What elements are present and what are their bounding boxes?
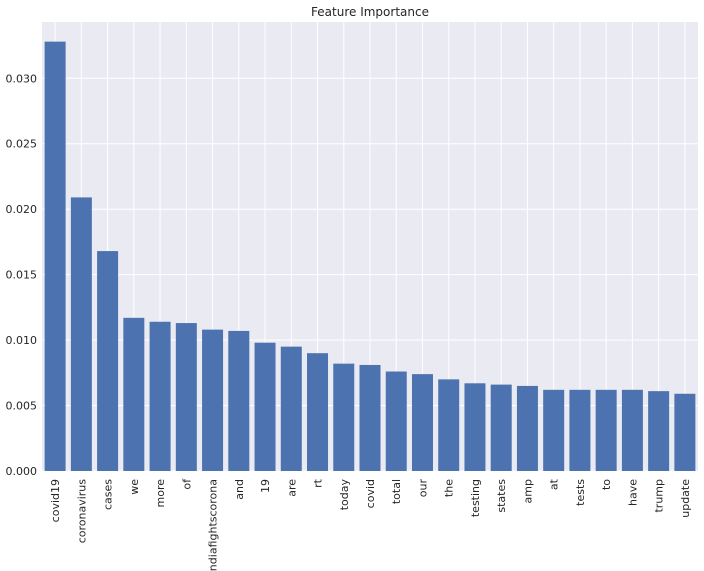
x-tick-label-our: our (416, 479, 429, 498)
x-tick-label-more: more (154, 479, 167, 508)
y-tick-labels: 0.000 0.005 0.010 0.015 0.020 0.025 0.030 (6, 72, 38, 478)
x-tick-label-indiafightscorona: indiafightscorona (207, 479, 220, 571)
y-tick-label: 0.020 (6, 203, 38, 216)
y-tick-label: 0.025 (6, 138, 38, 151)
bar-today (333, 363, 355, 471)
bar-amp (516, 385, 538, 471)
x-tick-label-amp: amp (521, 479, 534, 503)
x-tick-label-update: update (679, 479, 692, 518)
x-tick-label-tests: tests (574, 479, 587, 506)
bar-the (438, 379, 460, 471)
x-tick-label-and: and (233, 479, 246, 500)
bar-and (228, 330, 250, 471)
bar-cases (97, 251, 119, 471)
bar-we (123, 317, 145, 471)
bar-of (175, 323, 197, 471)
x-tick-label-rt: rt (312, 478, 325, 488)
x-tick-labels: covid19 coronavirus cases we more of indiafigh… (49, 478, 692, 571)
x-tick-label-covid19: covid19 (49, 479, 62, 522)
x-tick-label-cases: cases (102, 479, 115, 510)
y-tick-label: 0.005 (6, 400, 38, 413)
x-tick-label-are: are (285, 479, 298, 497)
y-tick-label: 0.010 (6, 334, 38, 347)
bar-total (385, 371, 407, 471)
bar-more (149, 321, 171, 471)
bar-tests (569, 389, 591, 471)
y-tick-label: 0.000 (6, 465, 38, 478)
x-tick-label-of: of (180, 478, 193, 490)
x-tick-label-trump: trump (653, 479, 666, 513)
bar-states (490, 384, 512, 471)
bar-our (411, 374, 433, 471)
x-tick-label-testing: testing (469, 479, 482, 517)
y-tick-label: 0.015 (6, 269, 38, 282)
bar-covid (359, 364, 381, 471)
x-tick-label-19: 19 (259, 479, 272, 493)
x-tick-label-coronavirus: coronavirus (75, 479, 88, 544)
x-tick-label-at: at (548, 478, 561, 490)
bar-to (595, 389, 617, 471)
bars (44, 41, 696, 472)
x-tick-label-the: the (443, 479, 456, 497)
x-tick-label-we: we (128, 479, 141, 495)
bar-trump (648, 391, 670, 471)
bar-testing (464, 383, 486, 471)
bar-rt (307, 353, 329, 471)
bar-have (621, 389, 643, 471)
bar-are (280, 346, 302, 471)
x-tick-label-states: states (495, 479, 508, 513)
bar-at (543, 389, 565, 471)
x-tick-label-have: have (626, 479, 639, 506)
x-tick-label-to: to (600, 479, 613, 490)
bar-covid19 (44, 41, 66, 472)
x-tick-label-today: today (338, 479, 351, 511)
x-tick-label-covid: covid (364, 479, 377, 508)
bar-update (674, 393, 696, 471)
chart-title: Feature Importance (311, 5, 429, 19)
bar-coronavirus (70, 197, 92, 471)
bar-indiafightscorona (202, 329, 224, 471)
y-tick-label: 0.030 (6, 72, 38, 85)
x-tick-label-total: total (390, 479, 403, 504)
bar-19 (254, 342, 276, 471)
